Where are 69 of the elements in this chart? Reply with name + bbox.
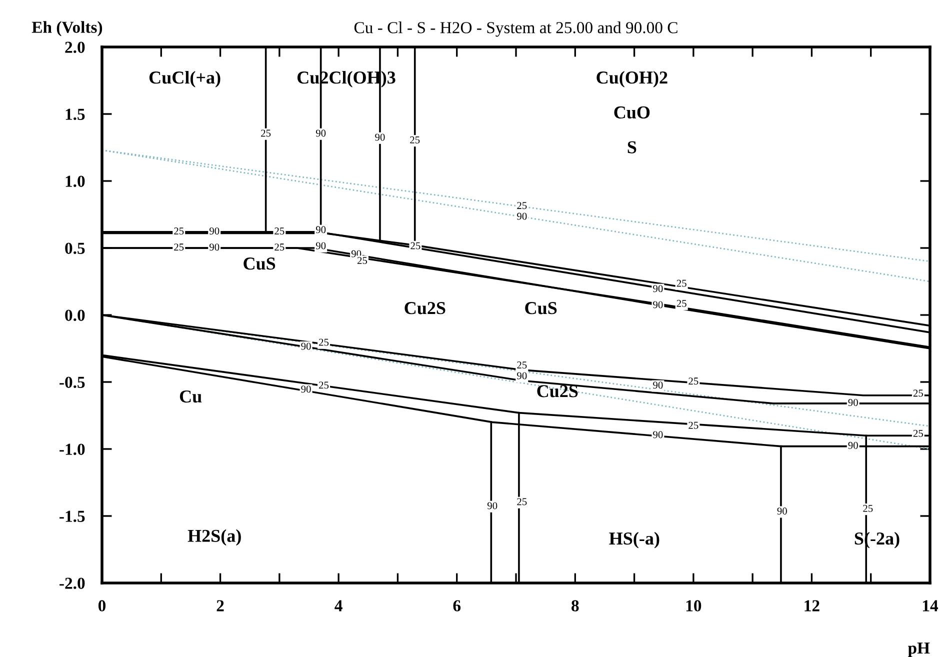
annotation: 90 xyxy=(653,382,663,389)
annotation: 25 xyxy=(863,504,873,512)
annotation: 25 xyxy=(357,257,368,264)
x-tick-label: 12 xyxy=(804,600,820,612)
annotation: 25 xyxy=(174,228,184,235)
annotation: 25 xyxy=(319,338,329,346)
annotation: H2S(a) xyxy=(188,529,241,546)
annotation: Cu2S xyxy=(404,302,446,314)
x-tick-label: 2 xyxy=(216,600,224,612)
annotation: Cu2S xyxy=(537,385,578,398)
x-tick-label: 6 xyxy=(453,600,461,612)
x-tick-label: 8 xyxy=(572,600,579,612)
y-tick-label: -1.0 xyxy=(60,444,85,456)
x-tick-label: 14 xyxy=(923,600,938,612)
y-tick-label: 1.5 xyxy=(66,108,85,120)
annotation: 25 xyxy=(174,244,184,251)
annotation: 25 xyxy=(913,390,923,397)
annotation: 25 xyxy=(274,244,284,251)
annotation: 90 xyxy=(316,242,326,250)
annotation: 25 xyxy=(274,228,284,235)
annotation: Cu xyxy=(180,390,202,403)
y-tick-label: 1.0 xyxy=(66,176,85,188)
annotation: 90 xyxy=(375,134,385,141)
annotation: 25 xyxy=(688,378,698,385)
annotation: 90 xyxy=(316,226,326,234)
annotation: 90 xyxy=(653,301,663,308)
annotation: 25 xyxy=(676,280,686,287)
annotation: 90 xyxy=(301,342,311,350)
annotation: CuS xyxy=(525,302,557,314)
annotation: 25 xyxy=(517,498,527,506)
y-axis-title: Eh (Volts) xyxy=(32,21,102,36)
x-tick-label: 10 xyxy=(686,600,702,612)
annotation: 25 xyxy=(410,242,420,250)
y-tick-label: -0.5 xyxy=(60,376,85,388)
annotation: Cu(OH)2 xyxy=(596,70,668,88)
annotation: 90 xyxy=(210,228,220,235)
annotation: 90 xyxy=(653,431,663,438)
y-tick-label: 0.5 xyxy=(65,242,85,254)
annotation: 25 xyxy=(517,202,527,210)
annotation: 25 xyxy=(410,136,420,144)
annotation: 25 xyxy=(688,422,698,429)
annotation: 25 xyxy=(261,130,271,137)
annotation: 25 xyxy=(676,300,686,307)
x-tick-label: 4 xyxy=(334,600,342,612)
annotation: 90 xyxy=(653,285,663,292)
y-tick-label: 2.0 xyxy=(65,42,85,54)
annotation: S xyxy=(628,141,636,154)
annotation: 25 xyxy=(913,430,923,437)
annotation: 90 xyxy=(777,508,787,515)
y-tick-label: -1.5 xyxy=(60,510,85,522)
annotation: CuCl(+a) xyxy=(149,70,220,88)
annotation: HS(-a) xyxy=(609,532,660,548)
annotation: 90 xyxy=(848,442,858,449)
annotation: 90 xyxy=(301,386,311,393)
y-tick-label: 0.0 xyxy=(65,310,85,322)
x-axis-title: pH xyxy=(908,642,930,657)
annotation: 90 xyxy=(848,399,858,406)
x-tick-label: 0 xyxy=(98,600,106,612)
annotation: 90 xyxy=(316,130,326,137)
annotation: 90 xyxy=(210,244,220,251)
annotation: 90 xyxy=(517,372,527,380)
chart-title: Cu - Cl - S - H2O - System at 25.00 and 90.00 C xyxy=(354,22,678,37)
annotation: 90 xyxy=(517,212,527,220)
annotation: 90 xyxy=(487,502,498,510)
annotation: CuO xyxy=(614,106,650,119)
y-tick-label: -2.0 xyxy=(60,578,85,590)
annotation: CuS xyxy=(244,258,276,270)
annotation: 25 xyxy=(517,362,527,369)
annotation: 25 xyxy=(319,382,329,389)
